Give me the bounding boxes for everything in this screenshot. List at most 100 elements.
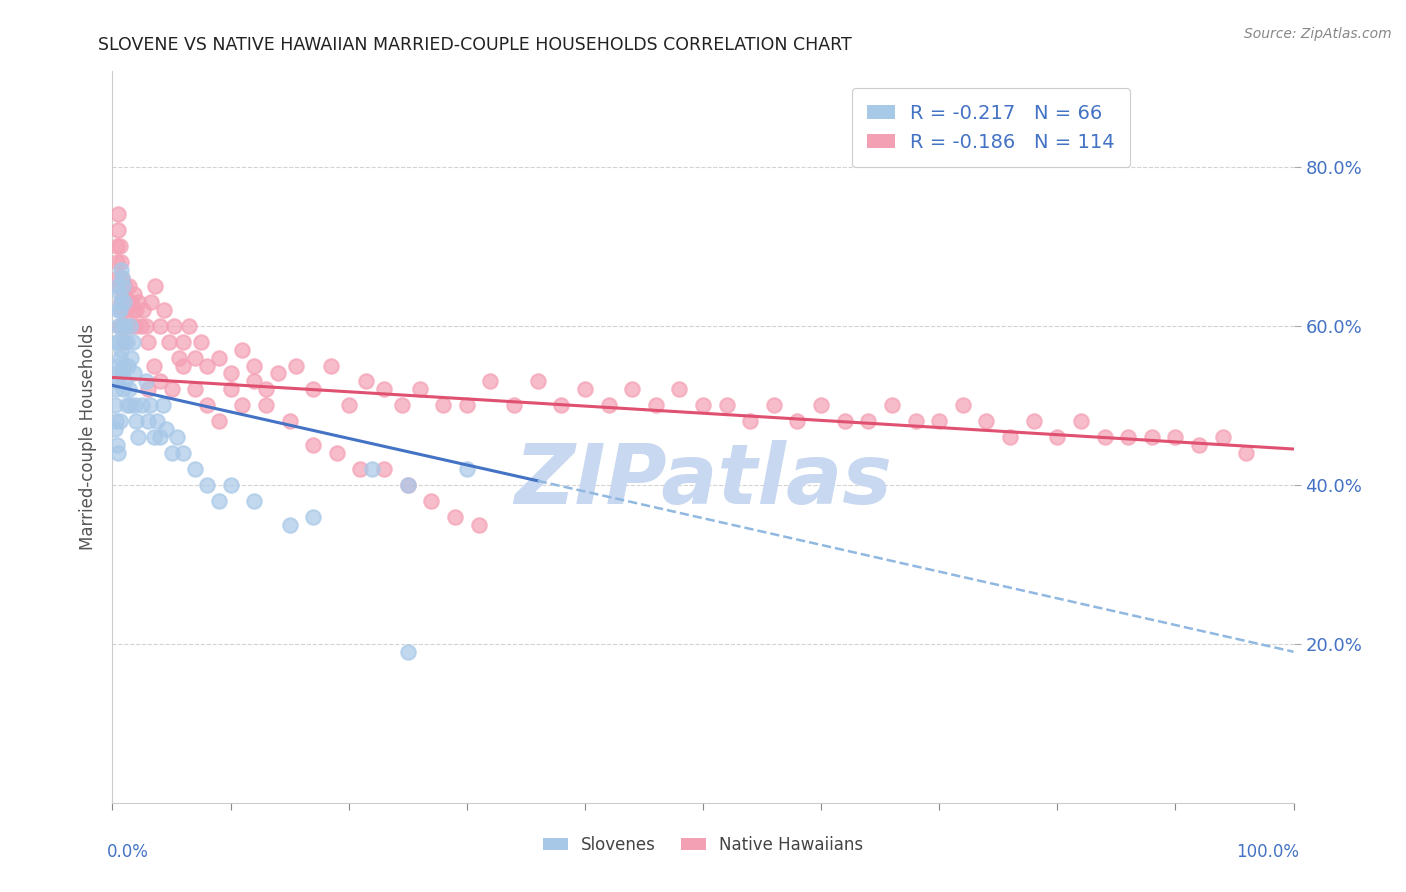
- Point: [998, 430, 1021, 444]
- Point: [105, 255, 128, 269]
- Point: [152, 398, 174, 412]
- Point: [136, 334, 159, 349]
- Point: [740, 414, 762, 428]
- Point: [444, 509, 467, 524]
- Point: [284, 359, 307, 373]
- Point: [243, 359, 266, 373]
- Point: [278, 517, 301, 532]
- Point: [120, 318, 142, 333]
- Point: [1188, 438, 1211, 452]
- Point: [120, 398, 142, 412]
- Point: [105, 334, 128, 349]
- Point: [108, 414, 131, 428]
- Text: SLOVENE VS NATIVE HAWAIIAN MARRIED-COUPLE HOUSEHOLDS CORRELATION CHART: SLOVENE VS NATIVE HAWAIIAN MARRIED-COUPL…: [98, 36, 852, 54]
- Legend: Slovenes, Native Hawaiians: Slovenes, Native Hawaiians: [536, 829, 870, 860]
- Point: [668, 383, 690, 397]
- Point: [302, 509, 325, 524]
- Point: [644, 398, 666, 412]
- Point: [786, 414, 808, 428]
- Point: [107, 207, 129, 221]
- Point: [114, 279, 136, 293]
- Point: [396, 477, 419, 491]
- Point: [1234, 446, 1257, 460]
- Point: [129, 318, 152, 333]
- Point: [135, 318, 157, 333]
- Point: [118, 383, 141, 397]
- Point: [108, 287, 131, 301]
- Point: [349, 462, 371, 476]
- Point: [105, 383, 128, 397]
- Point: [479, 375, 502, 389]
- Point: [142, 430, 165, 444]
- Point: [107, 279, 129, 293]
- Point: [110, 343, 132, 357]
- Point: [976, 414, 998, 428]
- Point: [124, 398, 146, 412]
- Point: [115, 302, 138, 317]
- Point: [598, 398, 620, 412]
- Point: [146, 414, 169, 428]
- Point: [142, 359, 165, 373]
- Point: [108, 302, 131, 317]
- Point: [120, 318, 142, 333]
- Point: [208, 351, 231, 365]
- Point: [1140, 430, 1163, 444]
- Point: [195, 477, 218, 491]
- Point: [692, 398, 714, 412]
- Point: [396, 477, 419, 491]
- Point: [112, 334, 135, 349]
- Point: [107, 271, 129, 285]
- Point: [904, 414, 927, 428]
- Point: [278, 414, 301, 428]
- Point: [337, 398, 360, 412]
- Point: [326, 446, 349, 460]
- Point: [110, 255, 132, 269]
- Point: [114, 375, 136, 389]
- Point: [107, 446, 129, 460]
- Point: [141, 294, 163, 309]
- Point: [107, 223, 129, 237]
- Point: [131, 398, 153, 412]
- Point: [105, 375, 128, 389]
- Point: [762, 398, 785, 412]
- Point: [231, 398, 253, 412]
- Point: [122, 367, 145, 381]
- Point: [107, 334, 129, 349]
- Point: [243, 493, 266, 508]
- Point: [105, 367, 128, 381]
- Point: [155, 422, 177, 436]
- Point: [112, 287, 135, 301]
- Point: [160, 446, 183, 460]
- Point: [166, 430, 188, 444]
- Point: [112, 294, 135, 309]
- Point: [361, 462, 384, 476]
- Point: [143, 279, 166, 293]
- Point: [503, 398, 526, 412]
- Point: [114, 318, 136, 333]
- Point: [195, 359, 218, 373]
- Point: [160, 383, 183, 397]
- Point: [834, 414, 856, 428]
- Point: [880, 398, 903, 412]
- Point: [952, 398, 974, 412]
- Point: [172, 359, 194, 373]
- Point: [179, 318, 201, 333]
- Point: [149, 318, 172, 333]
- Point: [1070, 414, 1092, 428]
- Point: [111, 367, 134, 381]
- Point: [136, 383, 159, 397]
- Point: [132, 302, 155, 317]
- Point: [108, 351, 131, 365]
- Point: [302, 383, 325, 397]
- Text: 0.0%: 0.0%: [107, 843, 149, 861]
- Point: [111, 302, 134, 317]
- Point: [172, 446, 194, 460]
- Point: [208, 414, 231, 428]
- Point: [420, 493, 443, 508]
- Point: [190, 334, 212, 349]
- Point: [105, 359, 128, 373]
- Point: [195, 398, 218, 412]
- Point: [105, 438, 128, 452]
- Point: [1116, 430, 1139, 444]
- Point: [157, 334, 180, 349]
